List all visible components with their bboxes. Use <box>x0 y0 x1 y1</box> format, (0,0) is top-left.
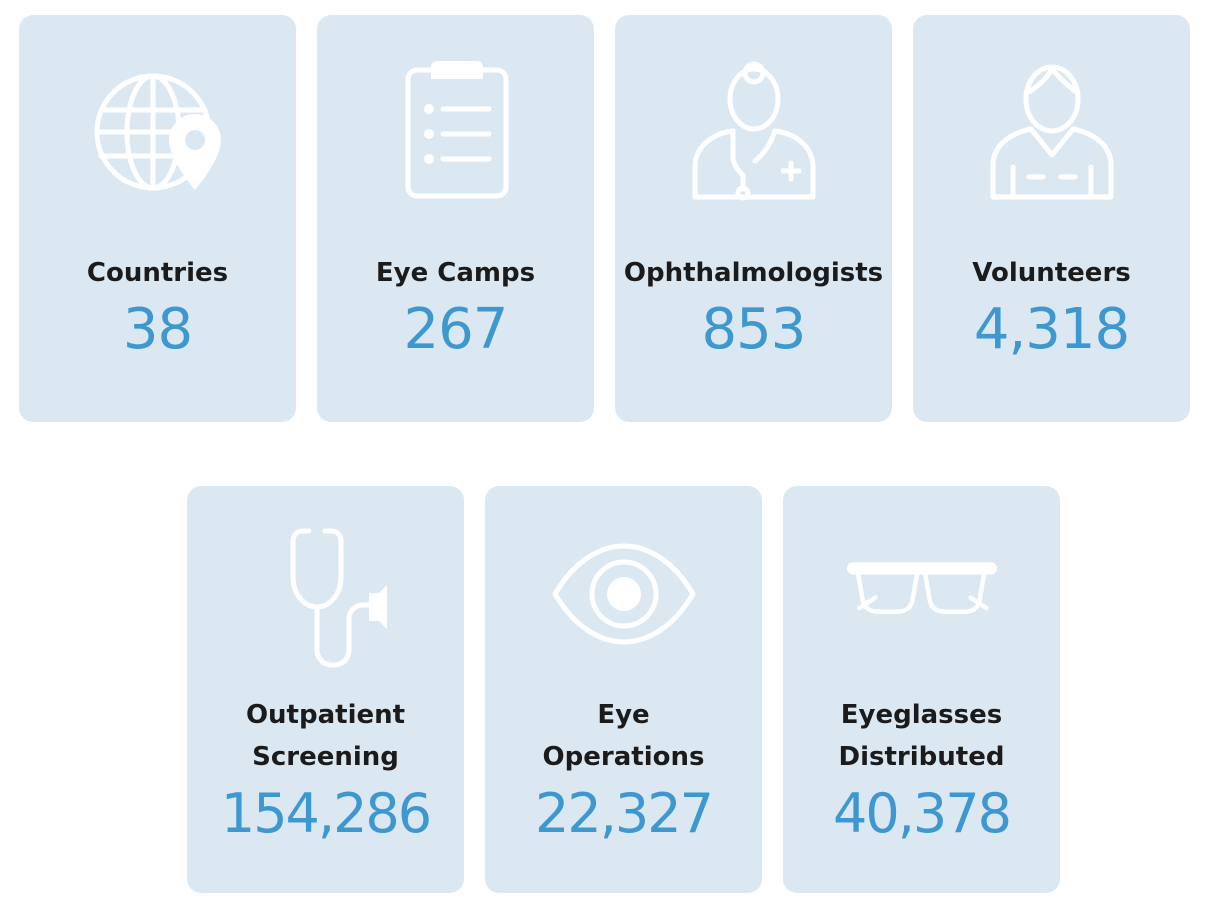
stat-label-line1: Outpatient <box>245 700 406 730</box>
stat-card-eye-operations: Eye Operations 22,327 <box>485 486 762 893</box>
stat-label-line2: Screening <box>252 742 399 772</box>
stat-value: 154,286 <box>220 782 432 845</box>
stat-label-line2: Distributed <box>838 742 1005 772</box>
stat-value: 40,378 <box>833 782 1012 845</box>
volunteer-icon <box>913 57 1190 207</box>
clipboard-icon <box>317 57 594 207</box>
stat-label-line1: Eye <box>597 700 650 730</box>
stat-card-volunteers: Volunteers 4,318 <box>913 15 1190 422</box>
stat-label: Volunteers <box>972 258 1131 288</box>
stat-card-eye-camps: Eye Camps 267 <box>317 15 594 422</box>
stat-value: 267 <box>403 297 509 362</box>
stat-value: 38 <box>122 297 193 362</box>
stethoscope-icon <box>187 519 464 669</box>
stat-card-ophthalmologists: Ophthalmologists 853 <box>615 15 892 422</box>
stat-label: Ophthalmologists <box>623 258 884 288</box>
stat-label: Countries <box>86 258 229 288</box>
stat-value: 4,318 <box>973 297 1130 362</box>
globe-pin-icon <box>19 62 296 212</box>
stat-label-line1: Eyeglasses <box>840 700 1003 730</box>
stat-label: Eye Camps <box>375 258 536 288</box>
doctor-icon <box>615 57 892 207</box>
stat-label-line2: Operations <box>542 742 705 772</box>
stat-value: 22,327 <box>535 782 714 845</box>
stat-value: 853 <box>701 297 807 362</box>
stat-card-outpatient-screening: Outpatient Screening 154,286 <box>187 486 464 893</box>
eye-icon <box>485 519 762 669</box>
stat-card-countries: Countries 38 <box>19 15 296 422</box>
eyeglasses-icon <box>783 504 1060 654</box>
stat-card-eyeglasses-distributed: Eyeglasses Distributed 40,378 <box>783 486 1060 893</box>
